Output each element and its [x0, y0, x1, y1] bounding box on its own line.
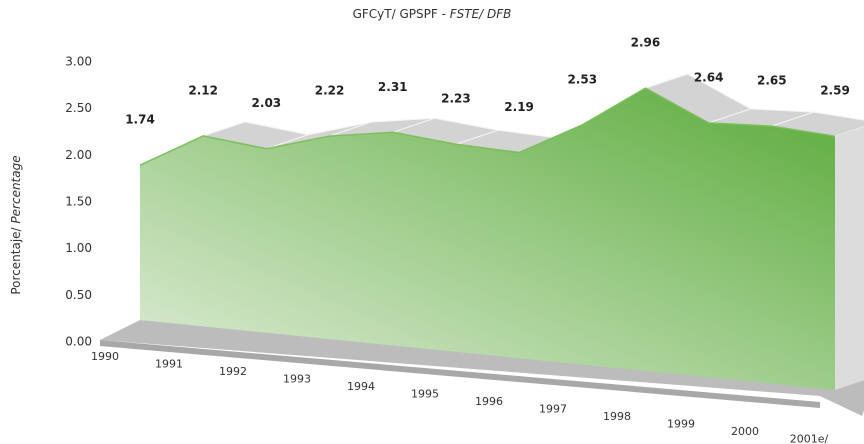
- y-tick-label: 2.00: [65, 148, 92, 162]
- value-label: 2.19: [504, 100, 534, 114]
- x-tick-label: 2000: [731, 425, 759, 438]
- area-top-edge: [139, 87, 836, 166]
- value-label: 2.64: [694, 70, 724, 84]
- y-tick-label: 1.00: [65, 241, 92, 255]
- value-label: 1.74: [125, 113, 155, 127]
- area-fill: [140, 88, 835, 390]
- value-label: 2.96: [631, 36, 661, 50]
- x-tick-label: 2001e/: [790, 433, 829, 444]
- x-tick-label: 1993: [283, 373, 311, 386]
- value-label: 2.31: [378, 80, 408, 94]
- value-label: 2.53: [567, 72, 597, 86]
- floor: [100, 320, 864, 416]
- x-tick-label: 1990: [91, 350, 119, 363]
- y-tick-label: 2.50: [65, 101, 92, 115]
- chart-title: GFCyT/ GPSPF - FSTE/ DFB: [353, 7, 512, 21]
- value-label: 2.65: [757, 74, 787, 88]
- ylabel-main: Porcentaje/: [9, 226, 23, 294]
- ylabel-italic: Percentage: [9, 155, 23, 223]
- x-tick-label: 1997: [539, 403, 567, 416]
- x-tick-label: 1999: [667, 418, 695, 431]
- y-tick-label: 3.00: [65, 55, 92, 69]
- value-label: 2.23: [441, 92, 471, 106]
- x-tick-label: 1998: [603, 410, 631, 423]
- title-italic: FSTE/ DFB: [450, 7, 512, 21]
- y-tick-label: 1.50: [65, 195, 92, 209]
- floor-front: [100, 340, 820, 408]
- value-label: 2.22: [315, 84, 345, 98]
- y-axis-label: Porcentaje/ Percentage: [9, 155, 23, 294]
- value-label: 2.59: [820, 84, 850, 98]
- value-label: 2.03: [252, 96, 282, 110]
- side-wall: [835, 126, 864, 390]
- x-tick-label: 1996: [475, 395, 503, 408]
- x-tick-label: 1994: [347, 380, 375, 393]
- x-tick-label: 1995: [411, 388, 439, 401]
- y-tick-label: 0.50: [65, 288, 92, 302]
- y-tick-label: 0.00: [65, 335, 92, 349]
- x-tick-label: 1992: [219, 365, 247, 378]
- title-main: GFCyT/ GPSPF -: [353, 7, 446, 21]
- x-tick-label: 1991: [155, 358, 183, 371]
- value-label: 2.12: [188, 83, 218, 97]
